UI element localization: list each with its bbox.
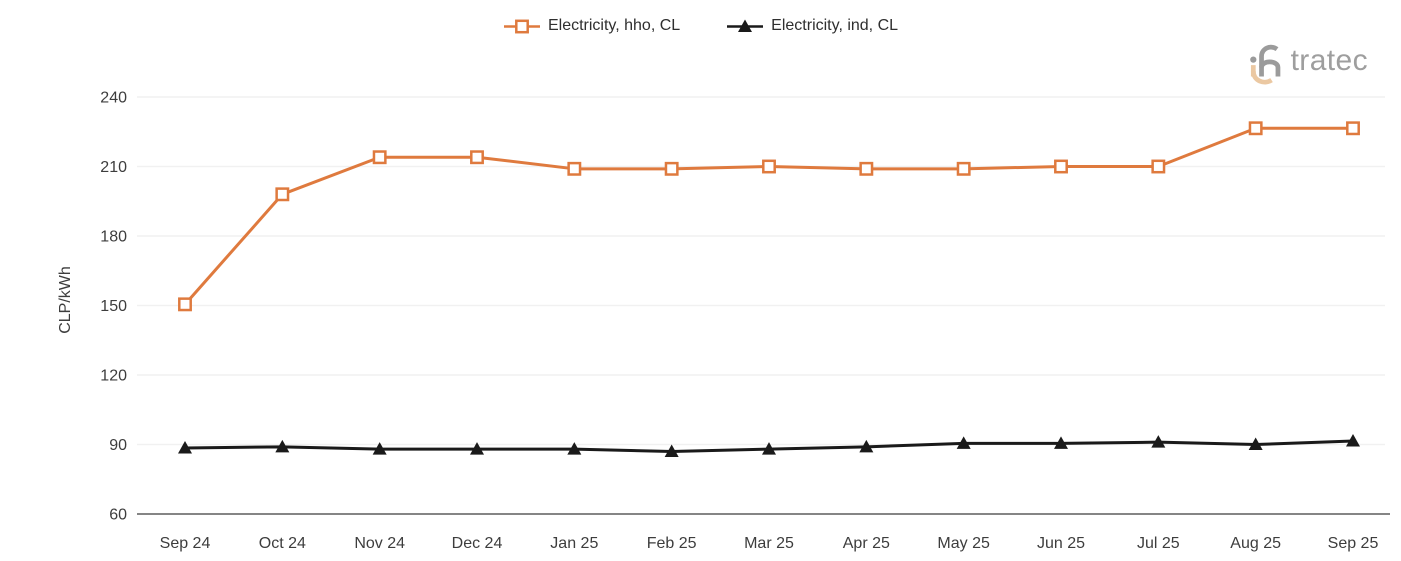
data-point-triangle-marker — [1151, 435, 1166, 448]
legend-label: Electricity, ind, CL — [771, 17, 899, 34]
chart-legend: Electricity, hho, CL Electricity, ind, C… — [0, 17, 1401, 35]
x-tick-label-aug-25: Aug 25 — [1230, 535, 1281, 552]
data-point-triangle-marker — [956, 436, 971, 449]
legend-item-electricity-ind[interactable]: Electricity, ind, CL — [726, 17, 898, 35]
y-tick-label-60: 60 — [109, 507, 127, 524]
data-point-square-marker — [956, 161, 971, 176]
intratec-logo-text: tratec — [1290, 44, 1368, 77]
x-tick-label-jun-25: Jun 25 — [1037, 535, 1085, 552]
data-point-square-marker — [178, 297, 192, 312]
y-tick-label-120: 120 — [100, 368, 127, 385]
data-point-square-marker — [1151, 159, 1166, 174]
data-point-triangle-marker — [567, 442, 582, 455]
data-point-square-marker — [1248, 121, 1263, 136]
data-point-triangle-marker — [1346, 434, 1360, 447]
data-point-triangle-marker — [1054, 436, 1068, 449]
data-point-triangle-marker — [762, 442, 776, 455]
data-point-triangle-marker — [275, 439, 290, 453]
data-point-square-marker — [762, 159, 776, 174]
intratec-logo: tratec — [1246, 36, 1368, 86]
y-axis-title: CLP/kWh — [57, 266, 74, 334]
x-tick-label-oct-24: Oct 24 — [259, 535, 306, 552]
data-point-square-marker — [372, 150, 387, 165]
legend-marker-square-icon — [503, 19, 540, 33]
legend-item-electricity-hho[interactable]: Electricity, hho, CL — [503, 17, 680, 35]
x-tick-label-apr-25: Apr 25 — [843, 535, 890, 552]
intratec-logo-icon — [1249, 44, 1280, 85]
x-tick-label-feb-25: Feb 25 — [647, 535, 697, 552]
x-tick-label-sep-25: Sep 25 — [1328, 535, 1379, 552]
data-point-triangle-marker — [1248, 437, 1263, 450]
x-tick-label-may-25: May 25 — [937, 535, 990, 552]
series-ind — [178, 434, 1360, 457]
x-tick-label-mar-25: Mar 25 — [744, 535, 794, 552]
x-tick-label-sep-24: Sep 24 — [160, 535, 211, 552]
y-tick-label-150: 150 — [100, 298, 127, 315]
legend-label: Electricity, hho, CL — [547, 17, 681, 34]
y-tick-label-240: 240 — [100, 90, 127, 107]
data-point-square-marker — [1346, 121, 1360, 136]
data-point-triangle-marker — [738, 19, 753, 32]
x-tick-label-jul-25: Jul 25 — [1137, 535, 1180, 552]
x-tick-label-jan-25: Jan 25 — [550, 535, 598, 552]
data-point-triangle-marker — [664, 444, 679, 457]
data-point-square-marker — [1054, 159, 1068, 174]
series-hho — [178, 121, 1360, 312]
data-point-square-marker — [515, 19, 529, 33]
data-point-square-marker — [275, 187, 290, 202]
data-point-triangle-marker — [470, 442, 484, 455]
data-point-square-marker — [664, 161, 679, 176]
data-point-square-marker — [470, 150, 484, 165]
x-tick-label-nov-24: Nov 24 — [354, 535, 405, 552]
data-point-square-marker — [859, 161, 874, 176]
series-line — [183, 126, 1353, 306]
data-point-triangle-marker — [178, 440, 192, 454]
legend-marker-triangle-icon — [727, 19, 764, 32]
data-point-triangle-marker — [372, 442, 387, 455]
data-point-square-marker — [567, 161, 582, 176]
data-point-triangle-marker — [859, 439, 874, 453]
y-tick-label-210: 210 — [100, 159, 127, 176]
x-tick-label-dec-24: Dec 24 — [452, 535, 503, 552]
y-tick-label-180: 180 — [100, 229, 127, 246]
y-tick-label-90: 90 — [109, 437, 127, 454]
